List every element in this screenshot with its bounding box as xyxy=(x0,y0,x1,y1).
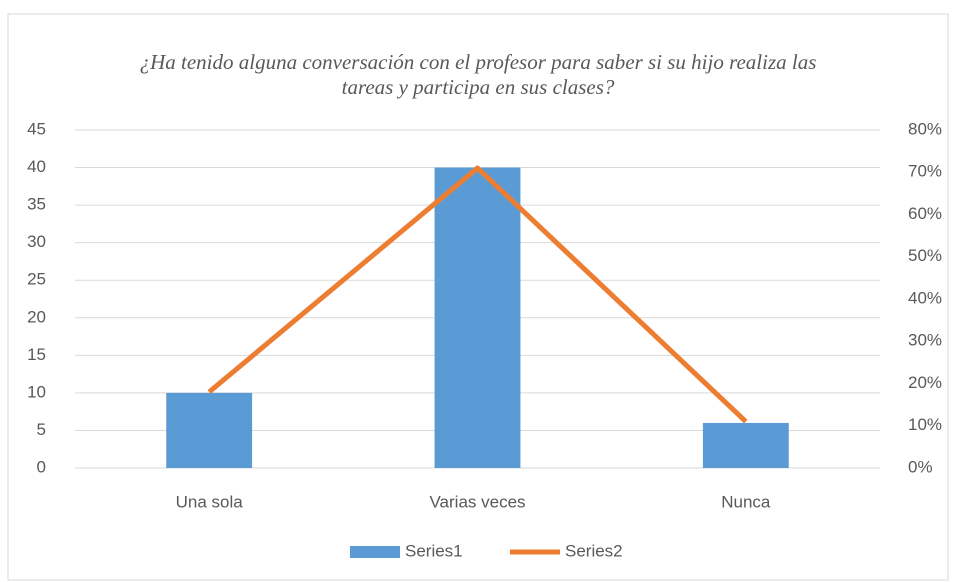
y-tick-label: 10 xyxy=(27,382,46,401)
bar xyxy=(166,392,253,468)
bar xyxy=(702,422,789,468)
chart-border xyxy=(7,13,949,581)
y-tick-label: 40 xyxy=(27,157,46,176)
y-tick-label: 30 xyxy=(27,232,46,251)
legend-swatch xyxy=(350,546,400,558)
y-tick-label: 25 xyxy=(27,270,46,289)
y-tick-label: 35 xyxy=(27,195,46,214)
y-tick-label: 20 xyxy=(27,307,46,326)
y2-tick-label: 10% xyxy=(908,415,942,434)
y2-tick-label: 80% xyxy=(908,119,942,138)
line xyxy=(207,165,748,424)
legend-label: Series2 xyxy=(565,541,623,560)
y2-tick-label: 50% xyxy=(908,246,942,265)
bar xyxy=(434,167,521,469)
x-tick-label: Nunca xyxy=(721,492,771,511)
y-tick-label: 15 xyxy=(27,345,46,364)
y2-tick-label: 0% xyxy=(908,457,933,476)
y-tick-label: 5 xyxy=(37,420,46,439)
legend-label: Series1 xyxy=(405,541,463,560)
y-tick-label: 45 xyxy=(27,119,46,138)
y-tick-label: 0 xyxy=(37,457,46,476)
y2-tick-label: 60% xyxy=(908,204,942,223)
y2-tick-label: 30% xyxy=(908,331,942,350)
y2-tick-label: 40% xyxy=(908,288,942,307)
y2-tick-label: 70% xyxy=(908,162,942,181)
y2-tick-label: 20% xyxy=(908,373,942,392)
x-tick-label: Una sola xyxy=(176,492,244,511)
chart-title: ¿Ha tenido alguna conversación con el pr… xyxy=(139,50,817,99)
x-tick-label: Varias veces xyxy=(429,492,525,511)
